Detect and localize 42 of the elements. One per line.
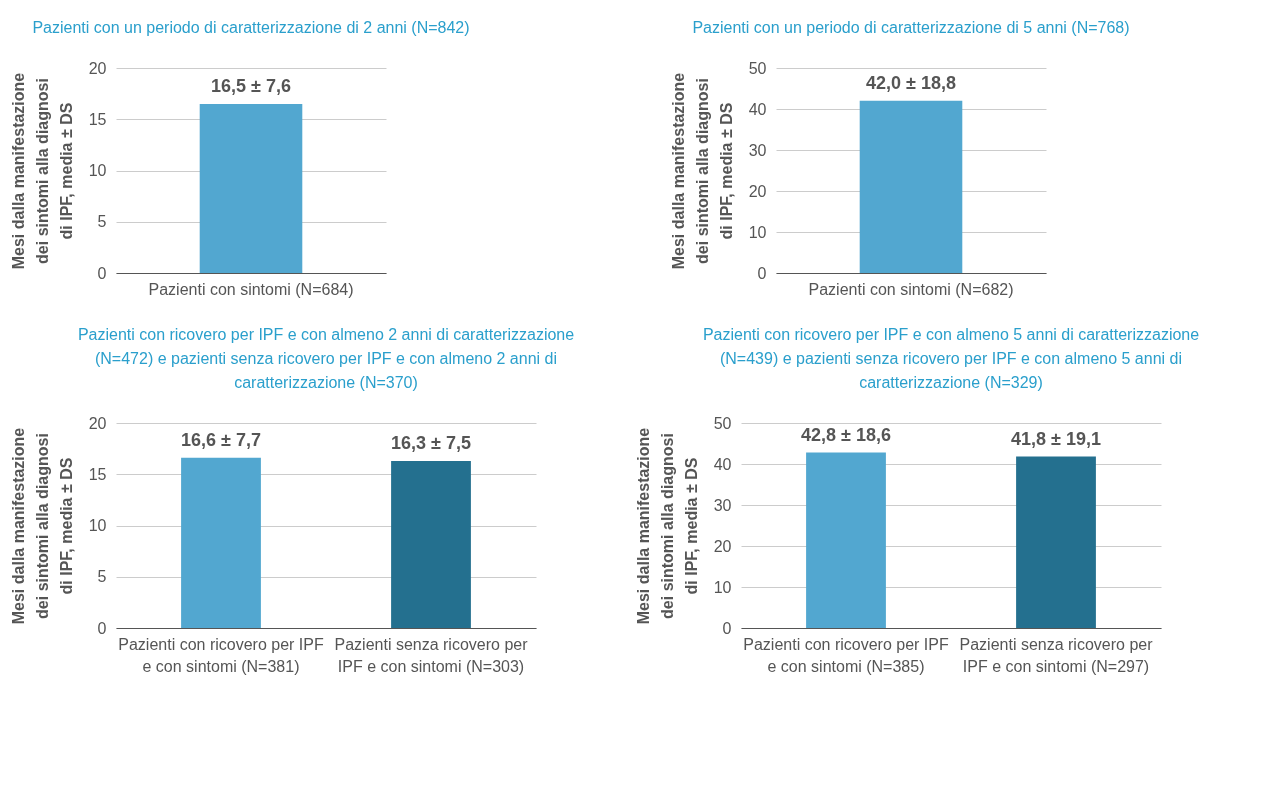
y-axis-title: Mesi dalla manifestazione dei sintomi alla diagnosi di IPF, media ± DS xyxy=(9,72,75,270)
y-tick-label: 0 xyxy=(757,264,767,282)
y-tick-label: 10 xyxy=(713,578,732,596)
y-axis-title: Mesi dalla manifestazione dei sintomi alla diagnosi di IPF, media ± DS xyxy=(634,427,700,625)
y-tick-label: 30 xyxy=(748,141,767,159)
chart-title: Pazienti con un periodo di caratterizzazione di 5 anni (N=768) xyxy=(692,19,1130,36)
y-tick-label: 40 xyxy=(713,455,732,473)
y-axis-title: Mesi dalla manifestazione dei sintomi alla diagnosi di IPF, media ± DS xyxy=(669,72,735,270)
data-label: 16,6 ± 7,7 xyxy=(181,429,261,450)
y-tick-label: 20 xyxy=(713,537,732,555)
y-tick-label: 0 xyxy=(97,264,107,282)
y-tick-label: 30 xyxy=(713,496,732,514)
y-tick-label: 20 xyxy=(748,182,767,200)
data-label: 16,3 ± 7,5 xyxy=(391,432,471,453)
x-tick-label: Pazienti con sintomi (N=684) xyxy=(148,280,354,298)
x-tick-label: Pazienti con sintomi (N=682) xyxy=(808,280,1014,298)
data-label: 41,8 ± 19,1 xyxy=(1011,428,1101,449)
data-label: 42,0 ± 18,8 xyxy=(866,72,956,93)
y-tick-label: 5 xyxy=(97,213,107,231)
y-tick-label: 0 xyxy=(722,619,732,637)
y-tick-label: 20 xyxy=(88,414,107,432)
x-tick-label: Pazienti con ricovero per IPF e con sintomi (N=381) xyxy=(118,635,324,675)
chart-title: Pazienti con ricovero per IPF e con almeno 5 anni di caratterizzazione (N=439) e pazienti senza ricovero per IPF e con almeno 5 anni di caratterizzazione (N=329) xyxy=(702,326,1200,391)
y-tick-label: 10 xyxy=(88,517,107,534)
y-tick-label: 50 xyxy=(748,59,767,77)
y-tick-label: 15 xyxy=(88,465,107,483)
y-tick-label: 5 xyxy=(97,568,107,586)
x-tick-label: Pazienti senza ricovero per IPF e con sintomi (N=303) xyxy=(334,635,529,675)
chart-title: Pazienti con un periodo di caratterizzazione di 2 anni (N=842) xyxy=(32,19,470,36)
y-tick-label: 50 xyxy=(713,414,732,432)
data-label: 42,8 ± 18,6 xyxy=(801,424,891,445)
y-tick-label: 15 xyxy=(88,110,107,128)
chart-title: Pazienti con ricovero per IPF e con almeno 2 anni di caratterizzazione (N=472) e pazienti senza ricovero per IPF e con almeno 2 anni di caratterizzazione (N=370) xyxy=(77,326,575,391)
y-tick-label: 0 xyxy=(97,619,107,637)
data-label: 16,5 ± 7,6 xyxy=(211,75,291,96)
y-tick-label: 10 xyxy=(88,162,107,179)
y-axis-title: Mesi dalla manifestazione dei sintomi alla diagnosi di IPF, media ± DS xyxy=(9,427,75,625)
x-tick-label: Pazienti con ricovero per IPF e con sintomi (N=385) xyxy=(743,635,949,675)
x-tick-label: Pazienti senza ricovero per IPF e con sintomi (N=297) xyxy=(959,635,1154,675)
y-tick-label: 10 xyxy=(748,223,767,241)
y-tick-label: 40 xyxy=(748,100,767,118)
y-tick-label: 20 xyxy=(88,59,107,77)
